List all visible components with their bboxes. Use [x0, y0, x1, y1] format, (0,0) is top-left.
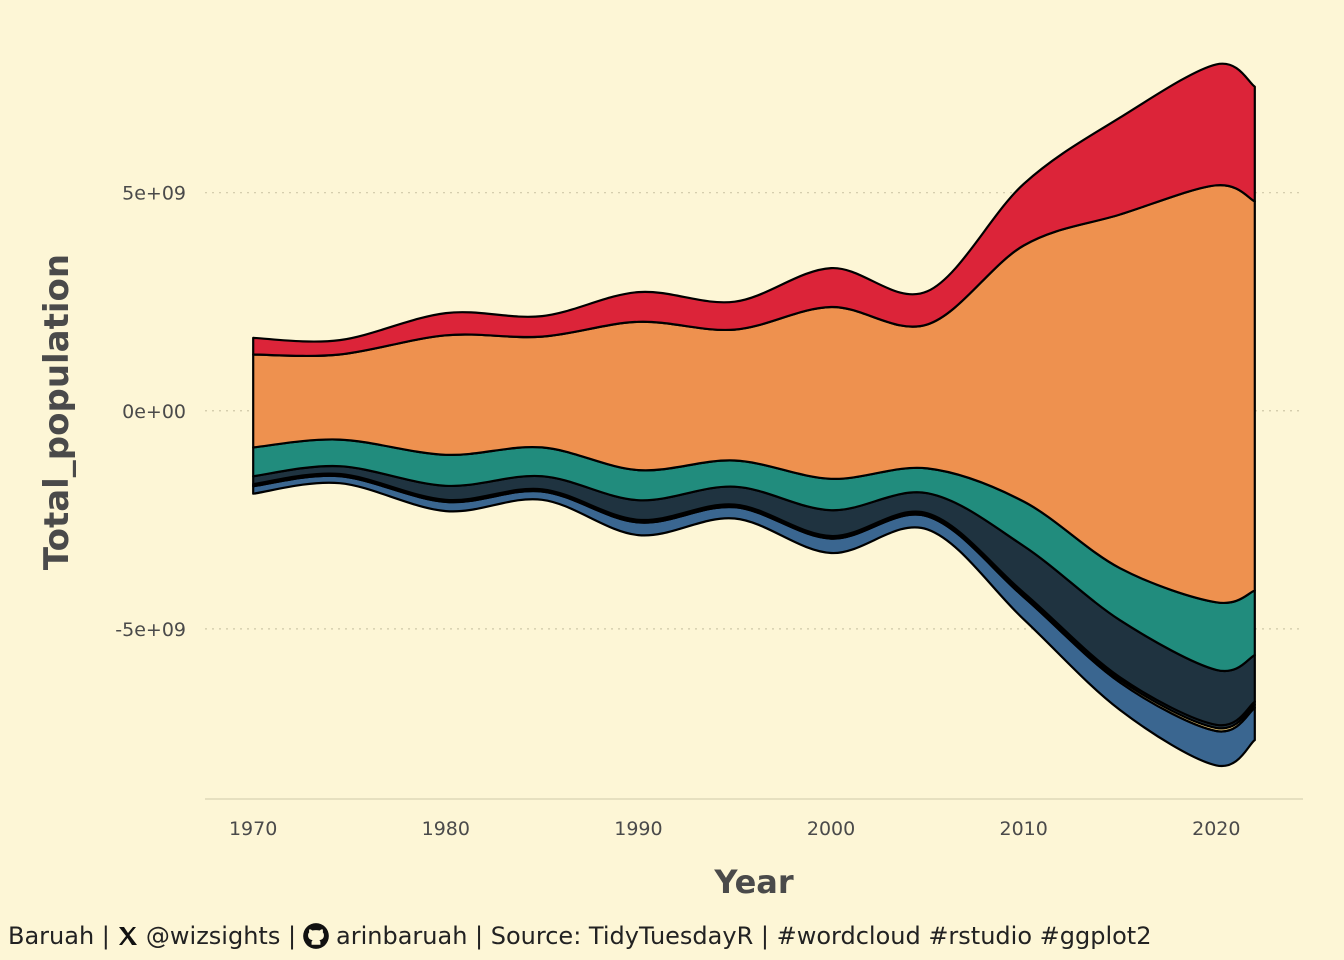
- y-tick-labels: 5e+09 0e+00 -5e+09: [115, 183, 186, 641]
- x-tick-label: 2000: [807, 818, 855, 840]
- caption-author: Baruah |: [8, 922, 110, 950]
- stream-layers: [252, 62, 1256, 768]
- stream-layer-7: [252, 62, 1256, 358]
- x-axis-title: Year: [713, 863, 794, 901]
- x-tick-label: 1990: [614, 818, 662, 840]
- y-tick-label: -5e+09: [115, 619, 186, 641]
- caption-x-handle: @wizsights |: [145, 922, 297, 950]
- github-icon: [302, 922, 330, 950]
- x-tick-label: 1970: [229, 818, 277, 840]
- stream-layer-6: [252, 184, 1256, 605]
- y-axis-title: Total_population: [37, 254, 77, 570]
- y-tick-label: 5e+09: [122, 183, 186, 205]
- x-tick-label: 2010: [1000, 818, 1048, 840]
- caption: Baruah | @wizsights | arinbaruah | Sourc…: [8, 922, 1151, 950]
- x-tick-label: 1980: [422, 818, 470, 840]
- x-logo-icon: [116, 924, 140, 948]
- caption-source: arinbaruah | Source: TidyTuesdayR | #wor…: [336, 922, 1152, 950]
- y-tick-label: 0e+00: [122, 401, 186, 423]
- streamgraph-chart: 5e+09 0e+00 -5e+09 1970 1980 1990 2000 2010 202…: [37, 62, 1303, 901]
- x-tick-label: 2020: [1192, 818, 1240, 840]
- x-tick-labels: 1970 1980 1990 2000 2010 2020: [229, 818, 1241, 840]
